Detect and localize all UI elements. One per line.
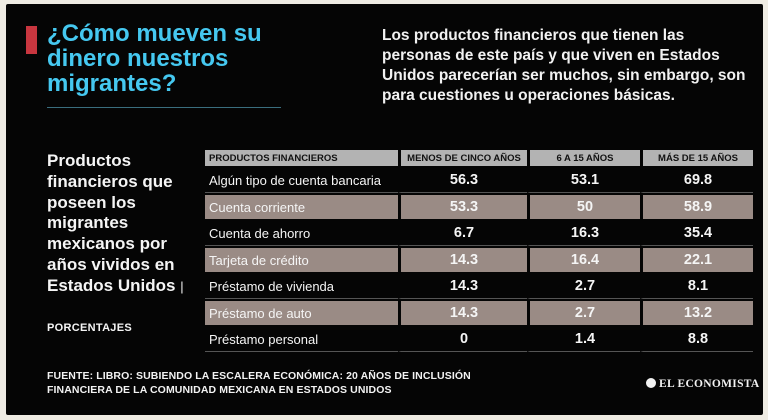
table-body: Algún tipo de cuenta bancaria 56.3 53.1 69.… [205, 166, 753, 352]
value-6-to-15-years: 16.3 [527, 219, 640, 246]
unit-label: PORCENTAJES [47, 322, 132, 334]
column-header-6-to-15-years: 6 A 15 AÑOS [527, 150, 640, 166]
row-label: Cuenta de ahorro [205, 219, 398, 246]
row-label: Préstamo de auto [205, 299, 398, 325]
table-row: Cuenta de ahorro 6.7 16.3 35.4 [205, 219, 753, 246]
value-over-15-years: 22.1 [640, 246, 753, 272]
value-under-5-years: 14.3 [398, 246, 527, 272]
table-row: Tarjeta de crédito 14.3 16.4 22.1 [205, 246, 753, 272]
table-row: Préstamo personal 0 1.4 8.8 [205, 325, 753, 352]
table-row: Cuenta corriente 53.3 50 58.9 [205, 193, 753, 219]
row-label: Algún tipo de cuenta bancaria [205, 166, 398, 193]
value-under-5-years: 6.7 [398, 219, 527, 246]
table-title-text: Productos financieros que poseen los mig… [47, 151, 176, 295]
brand-logo: EL ECONOMISTA [646, 378, 760, 390]
row-label: Préstamo personal [205, 325, 398, 352]
value-under-5-years: 14.3 [398, 299, 527, 325]
value-under-5-years: 53.3 [398, 193, 527, 219]
table-title: Productos financieros que poseen los mig… [47, 151, 207, 298]
infographic-frame: ¿Cómo mueven su dinero nuestros migrante… [6, 4, 763, 415]
value-over-15-years: 8.1 [640, 272, 753, 299]
title-accent-bar [26, 26, 37, 54]
value-6-to-15-years: 2.7 [527, 272, 640, 299]
source-note: FUENTE: LIBRO: SUBIENDO LA ESCALERA ECON… [47, 370, 471, 396]
value-over-15-years: 69.8 [640, 166, 753, 193]
data-table: PRODUCTOS FINANCIEROS MENOS DE CINCO AÑO… [205, 150, 753, 352]
title-separator: | [180, 278, 184, 294]
value-under-5-years: 0 [398, 325, 527, 352]
table-row: Préstamo de vivienda 14.3 2.7 8.1 [205, 272, 753, 299]
column-header-under-5-years: MENOS DE CINCO AÑOS [398, 150, 527, 166]
table-header-row: PRODUCTOS FINANCIEROS MENOS DE CINCO AÑO… [205, 150, 753, 166]
intro-text: Los productos financieros que tienen las… [382, 27, 746, 104]
row-label: Préstamo de vivienda [205, 272, 398, 299]
value-over-15-years: 58.9 [640, 193, 753, 219]
value-6-to-15-years: 2.7 [527, 299, 640, 325]
value-over-15-years: 8.8 [640, 325, 753, 352]
row-label: Cuenta corriente [205, 193, 398, 219]
value-under-5-years: 56.3 [398, 166, 527, 193]
column-header-product: PRODUCTOS FINANCIEROS [205, 150, 398, 166]
value-over-15-years: 35.4 [640, 219, 753, 246]
value-6-to-15-years: 1.4 [527, 325, 640, 352]
globe-icon [646, 378, 656, 388]
main-title: ¿Cómo mueven su dinero nuestros migrante… [47, 20, 262, 97]
table-row: Algún tipo de cuenta bancaria 56.3 53.1 69.… [205, 166, 753, 193]
title-divider [47, 107, 281, 108]
table-row: Préstamo de auto 14.3 2.7 13.2 [205, 299, 753, 325]
value-6-to-15-years: 50 [527, 193, 640, 219]
value-over-15-years: 13.2 [640, 299, 753, 325]
row-label: Tarjeta de crédito [205, 246, 398, 272]
column-header-over-15-years: MÁS DE 15 AÑOS [640, 150, 753, 166]
brand-name: EL ECONOMISTA [659, 378, 760, 390]
value-6-to-15-years: 16.4 [527, 246, 640, 272]
value-6-to-15-years: 53.1 [527, 166, 640, 193]
value-under-5-years: 14.3 [398, 272, 527, 299]
